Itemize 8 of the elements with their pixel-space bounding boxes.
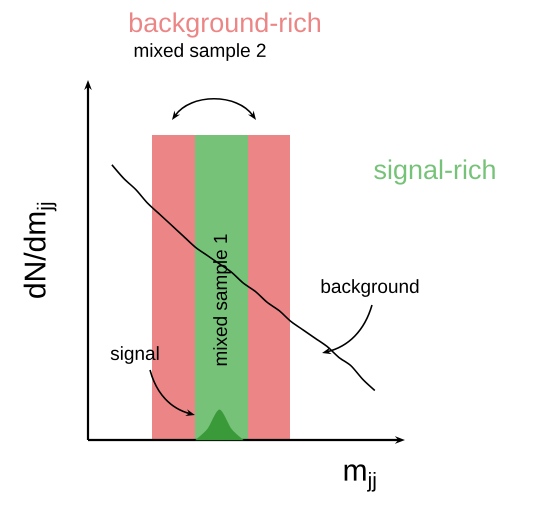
annotation: background [322,279,418,297]
annotation: signal [110,346,159,364]
annotation: signal-rich [374,159,495,185]
x-axis-title: m$_{jj}$ [344,464,376,492]
text: mixed sample 2 [134,43,266,61]
annotation: mixed sample 1 [213,234,231,366]
chart-title: background-rich [130,12,320,38]
y-axis-title: dN/dm$_{jj}$ [24,202,56,298]
